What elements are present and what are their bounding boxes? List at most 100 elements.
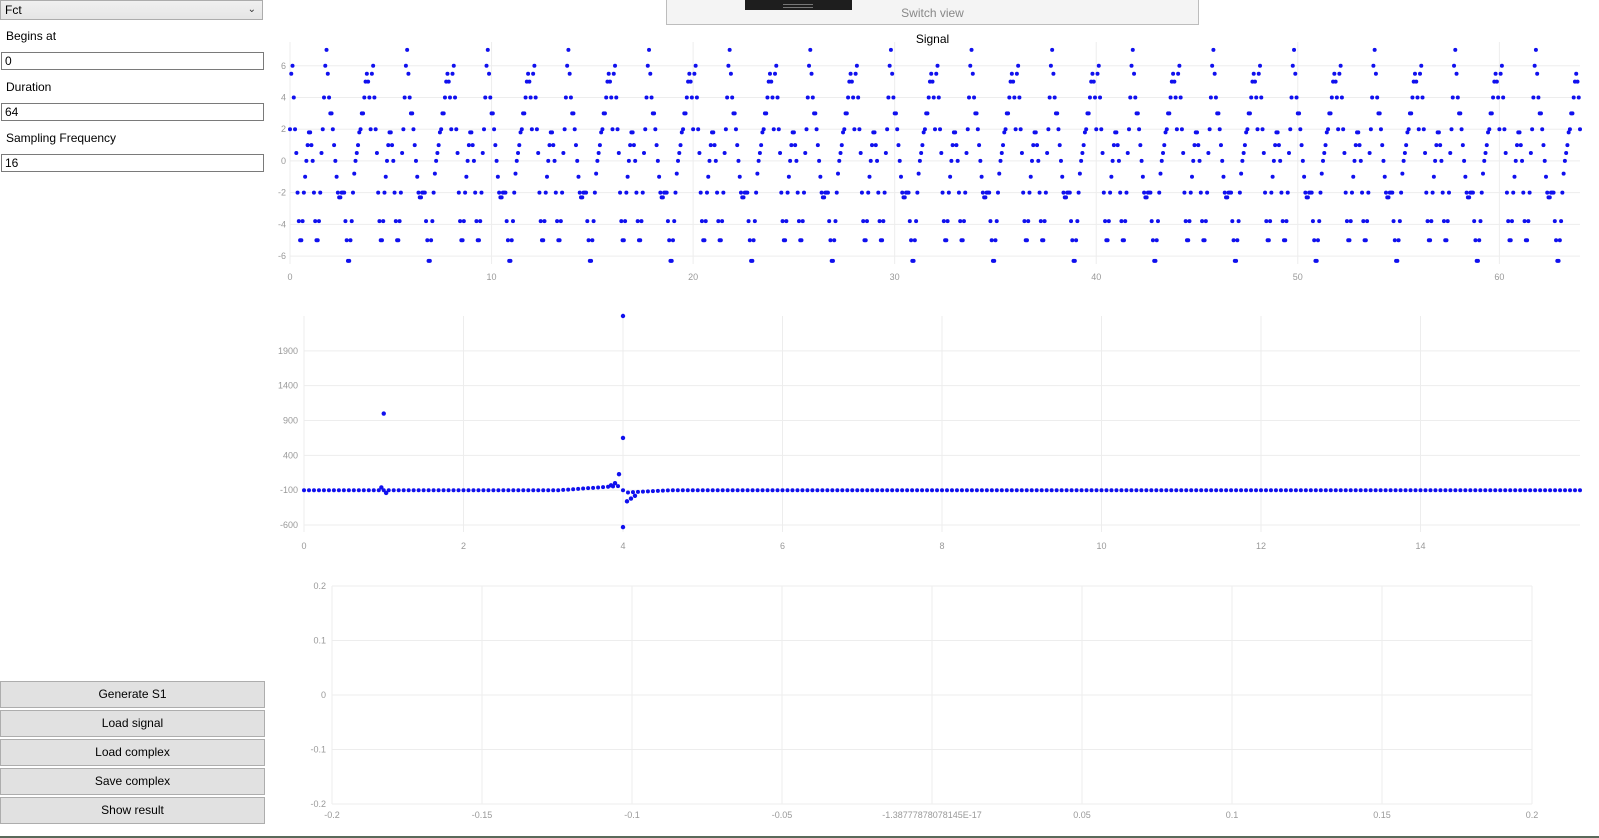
signal-point: [1116, 158, 1121, 163]
signal-point: [1182, 190, 1187, 195]
drag-handle-icon[interactable]: [745, 0, 852, 10]
signal-point: [538, 219, 543, 224]
signal-point: [1454, 71, 1459, 76]
signal-point: [1542, 158, 1547, 163]
signal-point: [1263, 190, 1268, 195]
signal-point: [754, 190, 759, 195]
signal-point: [1210, 63, 1215, 68]
signal-point: [1179, 127, 1184, 132]
signal-point: [1323, 143, 1328, 148]
signal-point: [1502, 127, 1507, 132]
view-switch-panel[interactable]: Switch view: [666, 0, 1199, 25]
spectrum-point: [949, 488, 954, 493]
signal-point: [1566, 130, 1571, 135]
signal-point: [1273, 143, 1278, 148]
save-complex-button[interactable]: Save complex: [0, 768, 265, 795]
signal-point: [906, 190, 911, 195]
spectrum-point: [306, 488, 311, 493]
signal-point: [1353, 143, 1358, 148]
signal-point: [1564, 151, 1569, 155]
spectrum-point: [411, 488, 416, 493]
signal-point: [1003, 127, 1008, 132]
signal-point: [1571, 95, 1576, 100]
signal-point: [960, 238, 965, 243]
signal-point: [640, 190, 645, 195]
spectrum-point: [785, 488, 790, 493]
signal-point: [1370, 95, 1375, 100]
signal-point: [828, 238, 833, 243]
signal-point: [965, 127, 970, 132]
signal-point: [1051, 71, 1056, 76]
signal-point: [1428, 238, 1433, 243]
freq-input[interactable]: 16: [1, 154, 264, 172]
spectrum-point: [546, 488, 551, 493]
signal-point: [473, 190, 478, 195]
signal-point: [1475, 258, 1480, 263]
signal-point: [794, 158, 799, 163]
spectrum-point: [1383, 488, 1388, 493]
complex-x-tick: 0.15: [1373, 810, 1391, 820]
signal-point: [1294, 95, 1299, 100]
signal-point: [1118, 190, 1123, 195]
signal-point: [1167, 111, 1172, 116]
signal-point: [510, 219, 515, 224]
function-select[interactable]: Fct ⌄: [0, 0, 263, 20]
signal-point: [1055, 111, 1060, 116]
signal-point: [435, 151, 440, 155]
signal-point: [945, 219, 950, 224]
spectrum-point: [1513, 488, 1518, 493]
signal-point: [415, 174, 420, 179]
signal-point: [967, 95, 972, 100]
signal-point: [853, 71, 858, 76]
signal-point: [618, 190, 623, 195]
signal-point: [529, 127, 534, 132]
signal-point: [1473, 238, 1478, 243]
spectrum-spike-point: [620, 435, 626, 441]
signal-point: [955, 158, 960, 163]
spectrum-point: [715, 488, 720, 493]
signal-point: [344, 238, 349, 243]
switch-view-button[interactable]: Switch view: [901, 6, 964, 20]
spectrum-point: [745, 488, 750, 493]
signal-point: [861, 219, 866, 224]
duration-input[interactable]: 64: [1, 103, 264, 121]
signal-point: [1037, 190, 1042, 195]
spectrum-point: [895, 488, 900, 493]
signal-point: [1022, 219, 1027, 224]
signal-point: [1452, 63, 1457, 68]
signal-point: [533, 95, 538, 100]
signal-point: [1058, 158, 1063, 163]
signal-point: [872, 130, 877, 135]
signal-point: [1551, 190, 1556, 195]
signal-point: [621, 238, 626, 243]
generate-s1-button[interactable]: Generate S1: [0, 681, 265, 708]
signal-point: [416, 190, 421, 195]
signal-point: [1114, 130, 1119, 135]
signal-point: [388, 130, 393, 135]
signal-point: [1578, 127, 1582, 132]
signal-point: [706, 174, 711, 179]
signal-point: [379, 238, 384, 243]
spectrum-point: [860, 488, 865, 493]
signal-point: [402, 95, 407, 100]
show-result-button[interactable]: Show result: [0, 797, 265, 824]
spectrum-spike-point: [624, 499, 630, 504]
signal-point: [458, 219, 463, 224]
spectrum-point: [880, 488, 885, 493]
signal-point: [499, 195, 504, 200]
signal-point: [406, 71, 411, 76]
begins-input[interactable]: 0: [1, 52, 264, 70]
signal-point: [674, 171, 679, 176]
signal-point: [698, 190, 703, 195]
load-complex-button[interactable]: Load complex: [0, 739, 265, 766]
signal-point: [716, 219, 721, 224]
signal-point: [791, 130, 796, 135]
spectrum-point: [486, 488, 491, 493]
signal-point: [558, 219, 563, 224]
signal-point: [647, 47, 652, 52]
signal-point: [795, 190, 800, 195]
load-signal-button[interactable]: Load signal: [0, 710, 265, 737]
signal-point: [1247, 111, 1252, 116]
complex-x-tick: 0.05: [1073, 810, 1091, 820]
signal-point: [1036, 158, 1041, 163]
